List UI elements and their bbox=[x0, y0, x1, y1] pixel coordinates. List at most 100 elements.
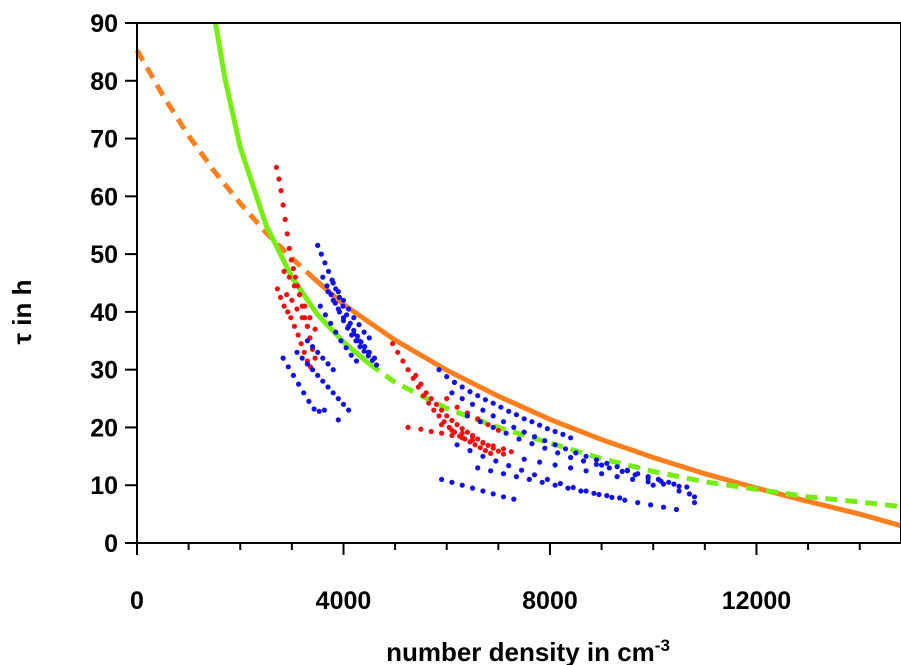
series-1-point-181 bbox=[568, 465, 573, 470]
series-0-point-23 bbox=[292, 324, 297, 329]
series-1-point-171 bbox=[540, 480, 545, 485]
series-1-point-25 bbox=[362, 349, 367, 354]
series-1-point-140 bbox=[455, 442, 460, 447]
y-tick-label: 60 bbox=[90, 183, 118, 211]
series-0-point-65 bbox=[434, 402, 439, 407]
series-1-point-51 bbox=[338, 338, 343, 343]
series-1-point-189 bbox=[692, 494, 697, 499]
series-1-point-141 bbox=[467, 448, 472, 453]
series-0-point-29 bbox=[282, 269, 287, 274]
series-1-point-90 bbox=[498, 405, 503, 410]
series-1-point-109 bbox=[542, 438, 547, 443]
series-1-point-31 bbox=[336, 306, 341, 311]
series-1-point-49 bbox=[328, 321, 333, 326]
series-1-point-64 bbox=[294, 350, 299, 355]
series-1-point-132 bbox=[594, 462, 599, 467]
series-1-point-54 bbox=[354, 358, 359, 363]
series-0-point-37 bbox=[289, 298, 294, 303]
series-0-point-91 bbox=[455, 405, 460, 410]
series-1-point-29 bbox=[325, 289, 330, 294]
series-0-point-5 bbox=[285, 231, 290, 236]
series-0-point-43 bbox=[400, 358, 405, 363]
series-0-point-60 bbox=[488, 451, 493, 456]
series-1-point-195 bbox=[687, 491, 692, 496]
series-1-point-174 bbox=[578, 488, 583, 493]
series-0-point-96 bbox=[439, 422, 444, 427]
series-1-point-93 bbox=[522, 416, 527, 421]
series-0-point-21 bbox=[285, 309, 290, 314]
series-1-point-38 bbox=[372, 356, 377, 361]
series-1-point-81 bbox=[331, 367, 336, 372]
series-1-point-128 bbox=[542, 446, 547, 451]
y-tick-label: 80 bbox=[90, 68, 118, 96]
series-1-point-69 bbox=[320, 379, 325, 384]
series-1-point-41 bbox=[341, 298, 346, 303]
series-1-point-76 bbox=[305, 338, 310, 343]
series-0-point-66 bbox=[439, 408, 444, 413]
series-0-point-44 bbox=[405, 367, 410, 372]
series-1-point-56 bbox=[286, 364, 291, 369]
series-1-point-135 bbox=[633, 472, 638, 477]
series-0-point-39 bbox=[300, 315, 305, 320]
series-1-point-177 bbox=[617, 495, 622, 500]
series-1-point-147 bbox=[545, 477, 550, 482]
y-tick-label: 50 bbox=[90, 241, 118, 269]
series-0-point-42 bbox=[395, 350, 400, 355]
series-1-point-193 bbox=[676, 488, 681, 493]
series-0-point-98 bbox=[460, 431, 465, 436]
series-1-point-39 bbox=[331, 280, 336, 285]
series-1-point-46 bbox=[367, 335, 372, 340]
series-0-point-50 bbox=[436, 413, 441, 418]
series-1-point-43 bbox=[351, 315, 356, 320]
series-1-point-131 bbox=[581, 458, 586, 463]
series-1-point-37 bbox=[367, 350, 372, 355]
x-axis-title: number density in cm-3 bbox=[386, 636, 670, 665]
series-1-point-42 bbox=[346, 306, 351, 311]
series-0-point-26 bbox=[302, 350, 307, 355]
series-0-point-59 bbox=[483, 448, 488, 453]
series-1-point-153 bbox=[622, 498, 627, 503]
series-1-point-94 bbox=[529, 419, 534, 424]
series-0-point-80 bbox=[418, 427, 423, 432]
series-0-point-84 bbox=[460, 435, 465, 440]
series-1-point-186 bbox=[646, 479, 651, 484]
series-1-point-169 bbox=[514, 474, 519, 479]
series-0-point-18 bbox=[275, 286, 280, 291]
series-1-point-157 bbox=[674, 507, 679, 512]
series-1-point-161 bbox=[470, 486, 475, 491]
x-tick-label: 8000 bbox=[522, 587, 578, 615]
series-0-point-82 bbox=[439, 431, 444, 436]
series-0-point-0 bbox=[274, 165, 279, 170]
x-axis-title-text: number density in cm bbox=[386, 637, 655, 665]
series-1-point-70 bbox=[325, 384, 330, 389]
series-1-point-183 bbox=[599, 471, 604, 476]
series-1-point-98 bbox=[560, 432, 565, 437]
series-1-point-47 bbox=[318, 304, 323, 309]
series-0-point-64 bbox=[429, 396, 434, 401]
series-1-point-86 bbox=[467, 389, 472, 394]
series-0-point-3 bbox=[281, 202, 286, 207]
series-1-point-112 bbox=[573, 450, 578, 455]
series-0-point-7 bbox=[289, 257, 294, 262]
series-1-point-145 bbox=[519, 468, 524, 473]
x-tick-label: 12000 bbox=[722, 587, 792, 615]
series-1-point-160 bbox=[460, 483, 465, 488]
series-1-point-75 bbox=[336, 417, 341, 422]
series-0-point-49 bbox=[431, 408, 436, 413]
y-tick-label: 20 bbox=[90, 414, 118, 442]
series-0-point-62 bbox=[418, 382, 423, 387]
series-0-point-36 bbox=[284, 292, 289, 297]
series-1-point-36 bbox=[362, 344, 367, 349]
series-1-point-85 bbox=[460, 384, 465, 389]
series-1-point-73 bbox=[341, 402, 346, 407]
series-1-point-102 bbox=[470, 402, 475, 407]
series-0-point-38 bbox=[294, 306, 299, 311]
series-1-point-50 bbox=[333, 330, 338, 335]
series-1-point-77 bbox=[310, 344, 315, 349]
series-0-point-87 bbox=[491, 443, 496, 448]
series-0-point-83 bbox=[449, 433, 454, 438]
series-0-point-17 bbox=[313, 356, 318, 361]
series-1-point-146 bbox=[532, 472, 537, 477]
series-1-point-190 bbox=[599, 462, 604, 467]
